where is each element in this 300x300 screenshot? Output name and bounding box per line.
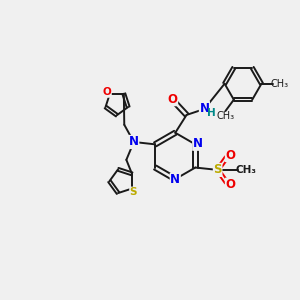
Text: S: S [130,187,137,197]
Text: N: N [193,137,203,150]
Text: O: O [225,148,236,162]
Text: N: N [170,173,180,186]
Text: N: N [200,102,209,115]
Text: N: N [129,136,139,148]
Text: O: O [168,93,178,106]
Text: S: S [213,164,222,176]
Text: CH₃: CH₃ [236,165,257,175]
Text: O: O [103,87,111,97]
Text: CH₃: CH₃ [216,111,235,121]
Text: H: H [207,108,215,118]
Text: CH₃: CH₃ [270,79,288,89]
Text: O: O [225,178,236,191]
